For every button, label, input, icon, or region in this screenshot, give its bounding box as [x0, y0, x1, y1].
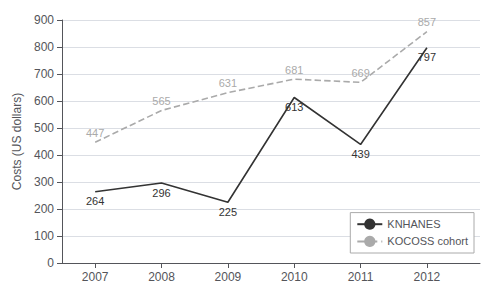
svg-text:631: 631 — [219, 77, 237, 89]
svg-text:800: 800 — [34, 40, 54, 54]
svg-text:2008: 2008 — [148, 270, 175, 284]
svg-text:2012: 2012 — [414, 270, 441, 284]
svg-text:700: 700 — [34, 67, 54, 81]
svg-text:900: 900 — [34, 13, 54, 27]
svg-text:565: 565 — [152, 95, 170, 107]
svg-text:2007: 2007 — [82, 270, 109, 284]
svg-text:681: 681 — [285, 64, 303, 76]
svg-text:857: 857 — [418, 16, 436, 28]
svg-text:300: 300 — [34, 175, 54, 189]
svg-text:KOCOSS cohort: KOCOSS cohort — [387, 235, 468, 247]
svg-text:600: 600 — [34, 94, 54, 108]
svg-text:613: 613 — [285, 101, 303, 113]
svg-text:KNHANES: KNHANES — [387, 218, 440, 230]
svg-text:400: 400 — [34, 148, 54, 162]
svg-text:2011: 2011 — [348, 270, 374, 284]
svg-text:797: 797 — [418, 51, 436, 63]
svg-text:Costs (US dollars): Costs (US dollars) — [10, 93, 24, 190]
svg-text:2009: 2009 — [215, 270, 242, 284]
svg-text:669: 669 — [351, 67, 369, 79]
svg-text:100: 100 — [34, 229, 54, 243]
svg-text:447: 447 — [86, 127, 104, 139]
svg-text:500: 500 — [34, 121, 54, 135]
svg-text:296: 296 — [152, 187, 170, 199]
svg-text:264: 264 — [86, 195, 104, 207]
svg-text:0: 0 — [47, 256, 54, 270]
svg-text:225: 225 — [219, 206, 237, 218]
svg-text:439: 439 — [351, 148, 369, 160]
svg-text:2010: 2010 — [281, 270, 308, 284]
svg-text:200: 200 — [34, 202, 54, 216]
